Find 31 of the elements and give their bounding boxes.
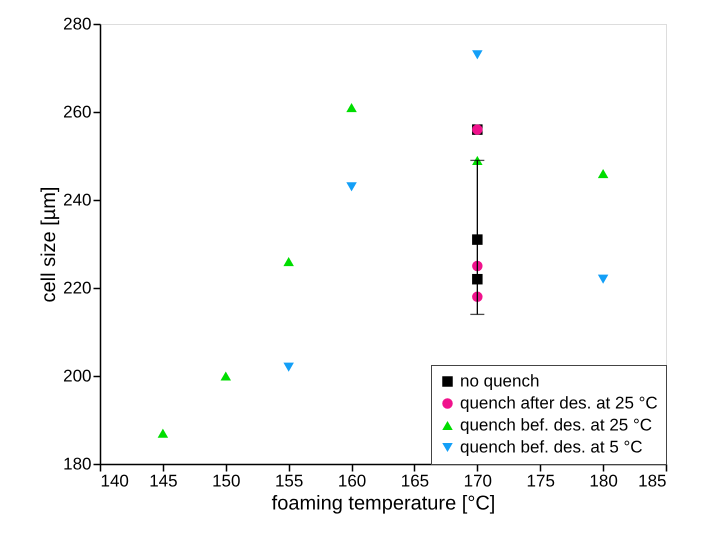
point xyxy=(220,371,232,381)
y-axis-title: cell size [µm] xyxy=(38,186,60,302)
x-tick-label: 185 xyxy=(638,472,666,490)
x-tick-label: 165 xyxy=(400,472,430,490)
x-axis-title: foaming temperature [°C] xyxy=(272,492,496,514)
x-tick-label: 155 xyxy=(274,472,304,490)
point xyxy=(346,182,357,192)
point xyxy=(158,428,168,438)
x-tick-label: 160 xyxy=(338,472,366,490)
legend-label: no quench xyxy=(460,372,540,390)
point xyxy=(472,50,483,60)
y-tick-label: 220 xyxy=(63,278,92,298)
y-tick-label: 240 xyxy=(63,190,92,210)
point xyxy=(598,274,608,284)
point xyxy=(283,362,294,372)
y-tick-label: 200 xyxy=(63,366,92,386)
x-tick-label: 180 xyxy=(589,472,618,490)
x-tick-label: 140 xyxy=(100,472,129,490)
legend-label: quench bef. des. at 5 °C xyxy=(460,438,643,456)
y-tick-label: 260 xyxy=(63,102,92,122)
y-tick-label: 180 xyxy=(63,454,92,474)
y-tick-label: 280 xyxy=(63,14,92,34)
point xyxy=(283,257,294,266)
x-tick-label: 175 xyxy=(526,472,555,490)
point xyxy=(346,103,357,112)
point xyxy=(598,169,608,178)
x-tick-label: 150 xyxy=(212,472,240,490)
legend-label: quench bef. des. at 25 °C xyxy=(460,416,652,434)
x-tick-label: 145 xyxy=(149,472,178,490)
x-tick-label: 170 xyxy=(464,472,492,490)
legend-label: quench after des. at 25 °C xyxy=(460,394,658,412)
